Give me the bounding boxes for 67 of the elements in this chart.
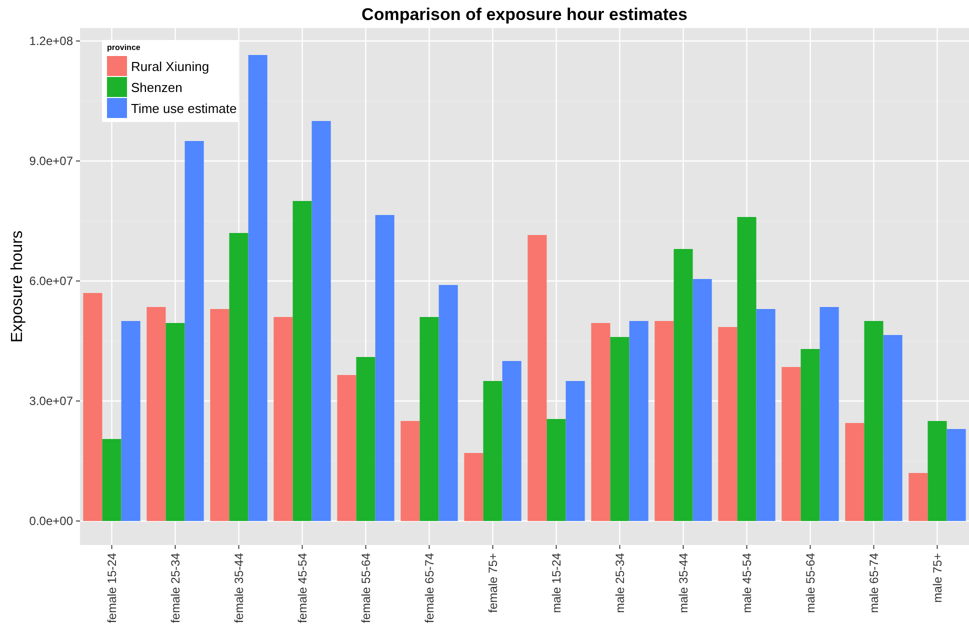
bar [375, 215, 394, 521]
bar [102, 439, 122, 521]
y-tick-label: 0.0e+00 [29, 514, 74, 528]
x-tick-label: male 55-64 [803, 552, 818, 614]
legend-label: Shenzen [131, 80, 182, 95]
x-tick-label: female 65-74 [422, 552, 436, 624]
bar [438, 285, 458, 521]
bar [184, 141, 204, 521]
y-axis-title: Exposure hours [9, 230, 26, 343]
bar [483, 381, 502, 521]
bar [908, 473, 928, 521]
x-tick-label: female 35-44 [232, 552, 246, 624]
bar [248, 55, 268, 521]
bar [591, 323, 610, 521]
bar [146, 307, 166, 521]
chart-title: Comparison of exposure hour estimates [362, 5, 688, 24]
x-tick-label: male 15-24 [549, 552, 564, 614]
bar [782, 367, 801, 521]
x-tick-label: male 35-44 [676, 552, 690, 614]
bar [692, 279, 712, 521]
y-tick-label: 3.0e+07 [29, 394, 74, 408]
bar [229, 233, 248, 521]
bar [737, 217, 756, 521]
bar [718, 327, 738, 521]
x-tick-label: female 15-24 [104, 552, 119, 624]
x-tick-label: female 25-34 [168, 552, 182, 624]
y-tick-label: 6.0e+07 [29, 274, 74, 288]
x-tick-label: male 65-74 [866, 552, 881, 614]
bar [845, 423, 864, 521]
legend-label: Time use estimate [131, 101, 237, 116]
bar [528, 235, 547, 521]
bar [883, 335, 902, 521]
legend-title: province [107, 43, 141, 52]
bar [210, 309, 230, 521]
bar [629, 321, 648, 521]
bar [864, 321, 884, 521]
bar [356, 357, 376, 521]
bar [756, 309, 776, 521]
bar [464, 453, 484, 521]
bar [610, 337, 630, 521]
bar [820, 307, 839, 521]
x-tick-label: male 45-54 [740, 552, 754, 614]
y-tick-label: 9.0e+07 [29, 154, 74, 168]
bar [166, 323, 185, 521]
bar [312, 121, 331, 521]
x-tick-label: female 55-64 [358, 552, 373, 624]
bar [83, 293, 102, 521]
x-tick-label: female 75+ [486, 553, 500, 613]
bar [420, 317, 439, 521]
bar [566, 381, 585, 521]
x-tick-label: male 25-34 [612, 552, 627, 614]
y-tick-label: 1.2e+08 [29, 34, 74, 48]
bar [928, 421, 947, 521]
bar [121, 321, 140, 521]
bar [274, 317, 293, 521]
bar [674, 249, 693, 521]
bar [502, 361, 522, 521]
bar [654, 321, 674, 521]
legend-label: Rural Xiuning [131, 59, 210, 74]
bar [337, 375, 356, 521]
bar [400, 421, 420, 521]
bar [292, 201, 312, 521]
bar [546, 419, 566, 521]
x-tick-label: male 75+ [930, 553, 944, 603]
bar [946, 429, 966, 521]
bar [800, 349, 820, 521]
x-tick-label: female 45-54 [295, 552, 310, 624]
